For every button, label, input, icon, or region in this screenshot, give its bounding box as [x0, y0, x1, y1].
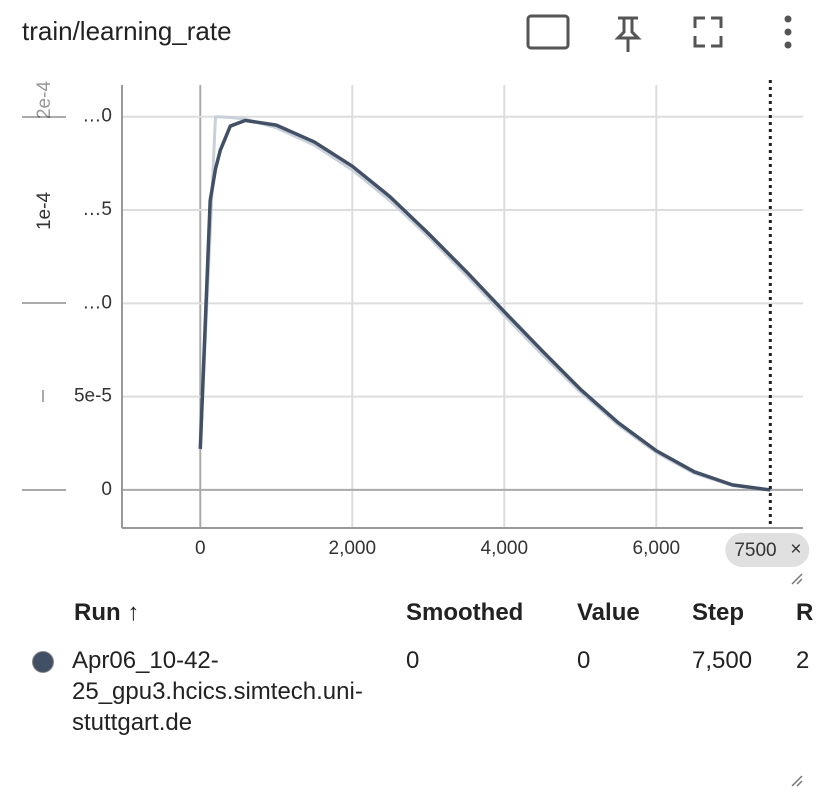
y-tick-label: …0 — [82, 106, 112, 127]
x-tick-label: 2,000 — [329, 538, 377, 559]
relative-value: 2 — [796, 647, 810, 674]
card-title: train/learning_rate — [22, 16, 232, 46]
run-name: Apr06_10-42-25_gpu3.hcics.simtech.uni-st… — [72, 647, 363, 736]
cursor-label: 7500 — [734, 540, 776, 561]
column-header[interactable]: R — [796, 599, 814, 626]
y-tick-label: 0 — [101, 479, 112, 500]
fit-domain-button[interactable] — [526, 14, 570, 50]
toolbar — [526, 14, 723, 52]
y-label-fragment: 1e-4 — [34, 192, 55, 230]
run-color-swatch[interactable] — [32, 651, 54, 673]
smoothed-value: 0 — [406, 647, 420, 674]
menu-button[interactable] — [784, 15, 792, 49]
step-value: 7,500 — [692, 647, 753, 674]
column-header[interactable]: Run ↑ — [74, 599, 140, 626]
x-tick-label: 4,000 — [481, 538, 529, 559]
y-label-fragment: 2e-4 — [34, 81, 55, 119]
fullscreen-button[interactable] — [693, 16, 723, 48]
cursor-close[interactable]: × — [790, 539, 801, 560]
y-tick-label: …5 — [82, 199, 112, 220]
column-header[interactable]: Smoothed — [406, 599, 524, 626]
cursor-chip — [725, 533, 810, 567]
raw-value: 0 — [577, 647, 591, 674]
column-header[interactable]: Value — [577, 599, 640, 626]
y-tick-label: …0 — [82, 292, 112, 313]
series-line — [198, 118, 771, 492]
x-tick-label: 6,000 — [633, 538, 681, 559]
resize-handle[interactable] — [791, 573, 803, 787]
column-header[interactable]: Step — [692, 599, 745, 626]
pin-button[interactable] — [614, 16, 642, 52]
label-artifacts — [22, 116, 66, 491]
x-tick-label: 0 — [195, 538, 206, 559]
y-tick-label: 5e-5 — [74, 386, 112, 407]
